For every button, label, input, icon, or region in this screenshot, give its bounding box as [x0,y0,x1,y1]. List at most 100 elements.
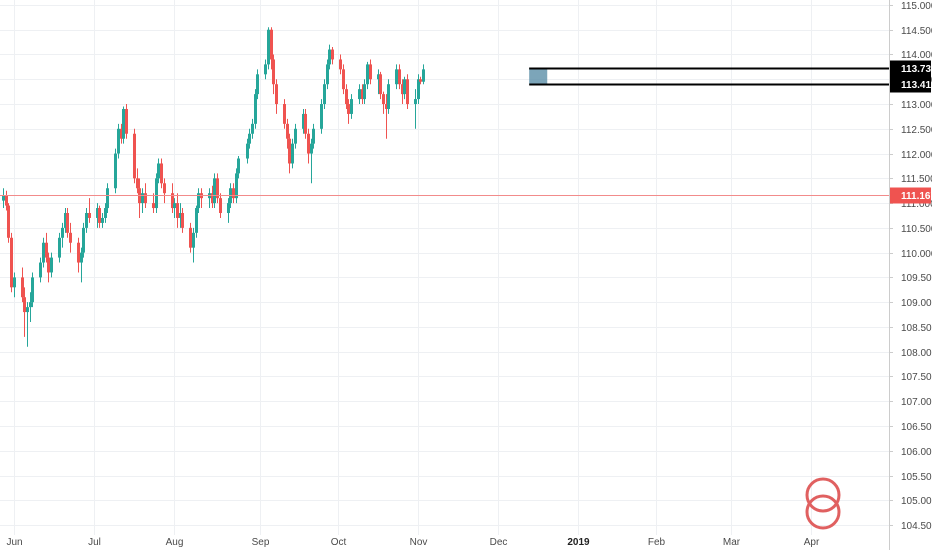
candle-body [254,94,257,124]
candle-body [211,193,214,204]
candle [345,84,348,109]
candle [163,178,166,204]
y-axis: 115.000114.500114.000113.500113.000112.5… [889,1,932,532]
candle-body [264,64,267,75]
candle-body [58,237,61,258]
candle-body [395,69,398,85]
logo-circle-top [805,477,841,513]
candle [155,173,158,214]
candle-body [173,203,176,209]
y-tick-label: 112.500 [901,125,932,136]
candle-body [77,242,80,263]
candle-body [160,163,163,184]
candle-body [398,69,401,85]
candle-body [422,69,425,82]
candle-body [31,277,34,303]
candle [286,118,289,149]
level-label-bg [890,76,931,93]
candle [31,272,34,308]
candle [98,205,101,228]
candle-body [350,99,353,114]
candle-body [369,64,372,80]
candle-body [21,277,24,298]
candle [361,84,364,105]
candle [176,193,179,228]
candle-body [106,188,109,209]
x-tick-label: Dec [490,537,508,548]
candle-body [272,59,275,85]
candle [157,158,160,184]
candle [246,138,249,164]
candle [270,27,273,70]
candle [366,61,369,90]
candle-body [42,242,45,263]
candle [326,59,329,90]
candle-body [312,128,315,144]
candle [58,232,61,263]
candle [117,123,120,159]
candle [106,183,109,214]
candle-body [88,213,91,218]
x-tick-label: Mar [723,537,741,548]
candle [141,188,144,214]
candle-body [104,208,107,218]
candle [358,84,361,105]
candle-body [181,213,184,228]
candle [192,227,195,263]
candle-body [179,213,182,218]
candle [232,183,235,204]
candle [379,71,382,100]
candle-body [328,49,331,65]
candle [179,203,182,228]
candle [197,188,200,214]
y-tick-label: 108.000 [901,348,932,359]
x-tick-label: Oct [331,537,347,548]
candle [13,272,16,298]
candle-body [29,302,32,308]
candle [85,208,88,233]
candle [267,27,270,70]
candle [401,79,404,105]
level-label: 113.414 [901,80,932,91]
candle-body [294,128,297,144]
level-label: 113.735 [901,64,932,75]
candle [120,123,123,144]
grid [0,0,889,535]
logo-watermark [805,477,841,530]
candle-body [85,213,88,228]
candle [122,106,125,144]
candle [251,118,254,139]
candle-body [13,277,16,288]
y-tick-label: 113.000 [901,100,932,111]
candle-body [387,84,390,109]
candle-body [136,178,139,189]
candle [10,232,13,293]
y-tick-label: 106.000 [901,447,932,458]
current-price-label: 111.167 [901,191,932,202]
candle-body [406,79,409,105]
candle-body [414,99,417,105]
x-tick-label: Jun [6,537,22,548]
candle [422,64,425,85]
y-tick-label: 115.000 [901,1,932,12]
y-tick-label: 105.500 [901,472,932,483]
zone-layer [529,67,548,84]
candle [302,108,305,134]
y-tick-label: 111.500 [901,174,932,185]
candle [235,168,238,204]
candle [369,59,372,85]
candle-body [235,173,238,199]
candle [47,252,50,283]
candle-body [347,104,350,114]
candle [227,198,230,223]
candle-body [133,133,136,179]
candle-body [120,128,123,139]
candle [347,99,350,124]
candle-body [155,178,158,209]
candle [104,203,107,223]
candle-body [232,188,235,199]
candle-body [248,133,251,144]
candle-body [267,29,270,65]
y-tick-label: 111.000 [901,199,932,210]
y-tick-label: 105.000 [901,496,932,507]
